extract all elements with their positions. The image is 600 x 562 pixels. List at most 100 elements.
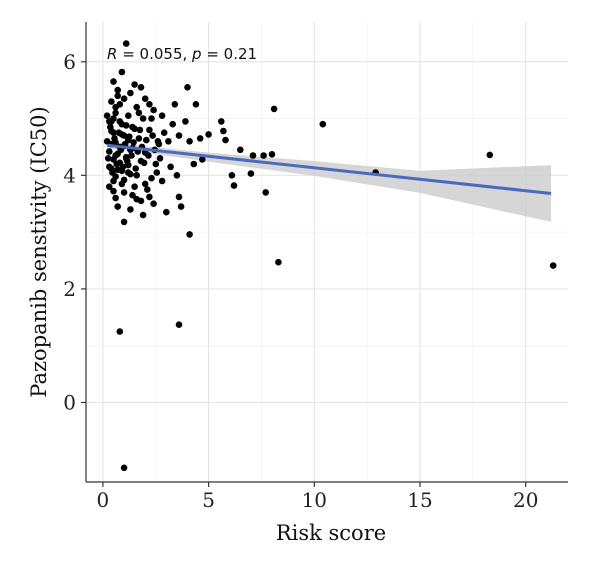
regression-line	[106, 143, 552, 195]
points-layer	[103, 40, 557, 472]
data-point	[119, 163, 127, 171]
data-point	[163, 208, 170, 216]
correlation-annotation: R = 0.055, p = 0.21	[107, 45, 257, 63]
data-point	[160, 129, 168, 136]
data-point	[133, 172, 140, 179]
data-point	[133, 195, 140, 203]
data-point	[137, 84, 145, 91]
data-point	[230, 182, 238, 189]
data-point	[158, 177, 166, 185]
data-point	[135, 135, 143, 142]
data-point	[108, 98, 115, 105]
data-point	[486, 151, 494, 159]
data-point	[186, 138, 193, 145]
data-point	[125, 112, 132, 119]
data-point	[205, 131, 212, 138]
data-point	[186, 231, 193, 238]
data-point	[120, 176, 128, 184]
regression-line-layer	[106, 143, 552, 195]
p-value: = 0.21	[202, 45, 258, 63]
data-point	[260, 152, 267, 159]
data-point	[175, 132, 183, 139]
data-point	[127, 89, 134, 97]
data-point	[112, 109, 119, 117]
data-point	[127, 206, 134, 213]
data-point	[135, 109, 143, 117]
data-point	[549, 262, 557, 269]
data-point	[120, 218, 128, 226]
data-point	[141, 95, 149, 102]
data-point	[114, 203, 121, 210]
data-point	[148, 174, 155, 182]
data-point	[173, 172, 181, 179]
data-point	[165, 138, 172, 145]
y-tick-label: 2	[63, 277, 76, 301]
p-symbol: p	[191, 45, 202, 63]
data-point	[112, 194, 119, 202]
confidence-band	[107, 141, 552, 222]
axes	[81, 22, 568, 487]
data-point	[167, 163, 174, 171]
data-point	[146, 126, 153, 134]
data-point	[262, 189, 270, 196]
data-point	[110, 156, 117, 163]
r-symbol: R	[107, 45, 117, 63]
y-axis-title: Pazopanib senstivity (IC50)	[27, 106, 51, 397]
data-point	[177, 203, 185, 210]
data-point	[249, 152, 257, 159]
data-point	[131, 125, 138, 133]
data-point	[116, 118, 124, 125]
data-point	[122, 122, 130, 129]
data-point	[184, 84, 191, 91]
data-point	[190, 160, 198, 168]
data-point	[103, 138, 111, 145]
data-point	[120, 95, 128, 102]
data-point	[146, 101, 153, 108]
data-point	[144, 186, 151, 193]
data-point	[145, 152, 152, 159]
data-point	[222, 136, 229, 144]
x-tick-label: 20	[513, 488, 538, 512]
data-point	[106, 148, 113, 155]
grid	[86, 22, 568, 482]
data-point	[108, 118, 115, 125]
data-point	[111, 135, 118, 142]
data-point	[118, 68, 126, 76]
data-point	[171, 101, 179, 108]
data-point	[192, 101, 200, 108]
data-point	[131, 183, 138, 190]
data-point	[113, 160, 120, 168]
x-tick-label: 0	[97, 488, 110, 512]
data-point	[104, 155, 112, 162]
data-point	[150, 200, 157, 207]
confidence-band-layer	[107, 141, 552, 222]
data-point	[237, 146, 244, 154]
data-point	[112, 103, 119, 111]
data-point	[106, 183, 113, 190]
data-point	[123, 157, 131, 165]
data-point	[220, 127, 227, 135]
data-point	[149, 132, 156, 139]
y-tick-label: 4	[63, 163, 76, 187]
data-point	[196, 135, 204, 142]
data-point	[228, 172, 236, 179]
data-point	[247, 170, 255, 177]
data-point	[268, 151, 276, 158]
x-tick-label: 10	[302, 488, 327, 512]
data-point	[130, 139, 137, 146]
data-point	[136, 126, 144, 134]
data-point	[199, 156, 206, 163]
data-point	[115, 129, 123, 136]
data-point	[270, 105, 278, 113]
data-point	[109, 169, 116, 176]
data-point	[116, 328, 124, 335]
x-tick-label: 15	[407, 488, 432, 512]
data-point	[139, 115, 147, 122]
data-point	[110, 187, 117, 195]
data-point	[126, 133, 133, 140]
data-point	[153, 169, 161, 176]
data-point	[132, 165, 139, 172]
plot-panel	[86, 22, 568, 482]
tick-labels: 0 5 10 15 20 0 2 4 6	[63, 50, 538, 512]
